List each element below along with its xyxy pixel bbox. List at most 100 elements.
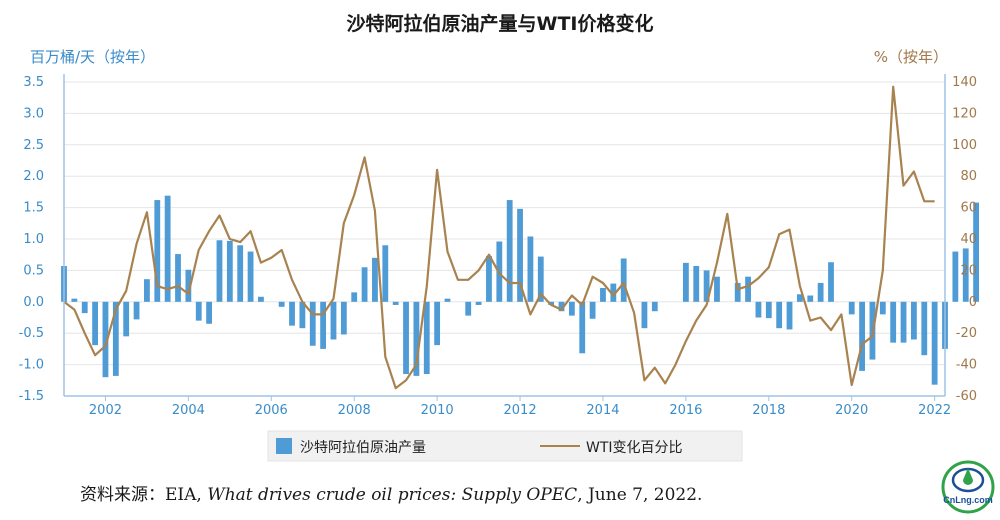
bar xyxy=(776,301,783,329)
bar xyxy=(237,245,244,302)
logo-text: CnLng.com xyxy=(943,495,993,505)
bar xyxy=(765,301,772,319)
x-tick-label: 2014 xyxy=(586,403,619,418)
bar xyxy=(247,251,254,302)
right-tick-label: 140 xyxy=(952,75,977,90)
bar xyxy=(610,283,617,302)
bar xyxy=(558,301,565,312)
bar xyxy=(807,295,814,302)
bar xyxy=(506,200,513,302)
watermark-logo: CnLng.com xyxy=(941,460,995,514)
bar xyxy=(226,240,233,302)
bar xyxy=(973,202,979,302)
bar xyxy=(112,301,119,376)
bar xyxy=(392,301,399,305)
bar xyxy=(206,301,213,324)
bar xyxy=(641,301,648,329)
bar xyxy=(81,301,88,314)
bar xyxy=(434,301,441,346)
bar xyxy=(734,282,741,302)
bar xyxy=(517,208,523,302)
bar xyxy=(952,251,959,302)
bar xyxy=(102,301,109,378)
bar xyxy=(320,301,327,349)
left-tick-label: 3.5 xyxy=(23,75,44,90)
right-tick-label: 100 xyxy=(952,138,977,153)
bar xyxy=(123,301,130,337)
left-tick-label: 0.0 xyxy=(23,295,44,310)
left-tick-label: 2.5 xyxy=(23,138,44,153)
bar xyxy=(372,257,378,302)
x-tick-label: 2006 xyxy=(255,403,288,418)
bar xyxy=(755,301,762,318)
bar xyxy=(900,301,907,343)
tick-labels: -1.5 -1.0 -0.5 0.0 0.5 1.0 1.5 2.0 2.5 3.0 3.5 -60 -… xyxy=(19,75,977,418)
bar xyxy=(848,301,855,315)
bar xyxy=(423,301,430,375)
bar xyxy=(444,298,451,302)
bar xyxy=(382,245,389,302)
left-tick-label: -0.5 xyxy=(19,326,44,341)
bar xyxy=(817,282,824,302)
legend-line-label: WTI变化百分比 xyxy=(586,440,683,456)
right-tick-label: -20 xyxy=(956,326,977,341)
bar xyxy=(703,270,710,302)
x-tick-label: 2022 xyxy=(918,403,951,418)
bar xyxy=(361,267,368,302)
left-tick-label: 2.0 xyxy=(23,169,44,184)
bar xyxy=(600,287,606,302)
bar xyxy=(185,269,192,302)
bar xyxy=(164,195,171,302)
bar xyxy=(745,276,751,302)
bar xyxy=(537,256,544,302)
bar xyxy=(568,301,575,316)
bar xyxy=(921,301,928,356)
bar xyxy=(92,301,98,346)
source-note: 资料来源：EIA, What drives crude oil prices: … xyxy=(80,485,702,505)
left-tick-label: -1.0 xyxy=(19,358,44,373)
bar xyxy=(413,301,420,376)
bar xyxy=(175,254,181,302)
bar xyxy=(195,301,202,321)
bar xyxy=(289,301,295,326)
x-tick-label: 2002 xyxy=(89,403,122,418)
bar xyxy=(154,200,161,302)
axes xyxy=(63,74,946,401)
wti-line xyxy=(63,85,935,390)
bar xyxy=(651,301,658,312)
grid-lines xyxy=(64,81,945,397)
bar xyxy=(351,292,358,302)
source-date: , June 7, 2022. xyxy=(577,485,702,505)
legend-box xyxy=(267,430,743,462)
bar xyxy=(828,262,834,302)
right-tick-label: -60 xyxy=(956,389,977,404)
chart-title: 沙特阿拉伯原油产量与WTI价格变化 xyxy=(347,12,654,35)
right-tick-label: 60 xyxy=(960,201,977,216)
bar xyxy=(962,248,969,302)
x-tick-label: 2020 xyxy=(835,403,868,418)
logo-drop-icon xyxy=(963,468,973,485)
source-publisher: EIA, xyxy=(165,485,207,505)
x-tick-label: 2008 xyxy=(338,403,371,418)
x-tick-label: 2004 xyxy=(172,403,205,418)
x-tick-label: 2016 xyxy=(669,403,702,418)
bar-series xyxy=(61,195,979,385)
right-tick-label: 120 xyxy=(952,106,977,121)
left-tick-label: 1.5 xyxy=(23,201,44,216)
bar xyxy=(144,279,150,302)
left-tick-label: 3.0 xyxy=(23,106,44,121)
bar xyxy=(890,301,897,343)
bar xyxy=(620,258,627,302)
bar xyxy=(330,301,337,340)
bar xyxy=(527,236,534,302)
bar xyxy=(859,301,865,371)
bar xyxy=(133,301,140,320)
bar xyxy=(309,301,316,346)
bar xyxy=(693,266,700,302)
legend: 沙特阿拉伯原油产量 WTI变化百分比 xyxy=(267,430,743,462)
bar xyxy=(786,301,793,330)
bar xyxy=(714,276,720,302)
right-tick-label: 0 xyxy=(969,295,977,310)
line-series xyxy=(63,85,935,390)
